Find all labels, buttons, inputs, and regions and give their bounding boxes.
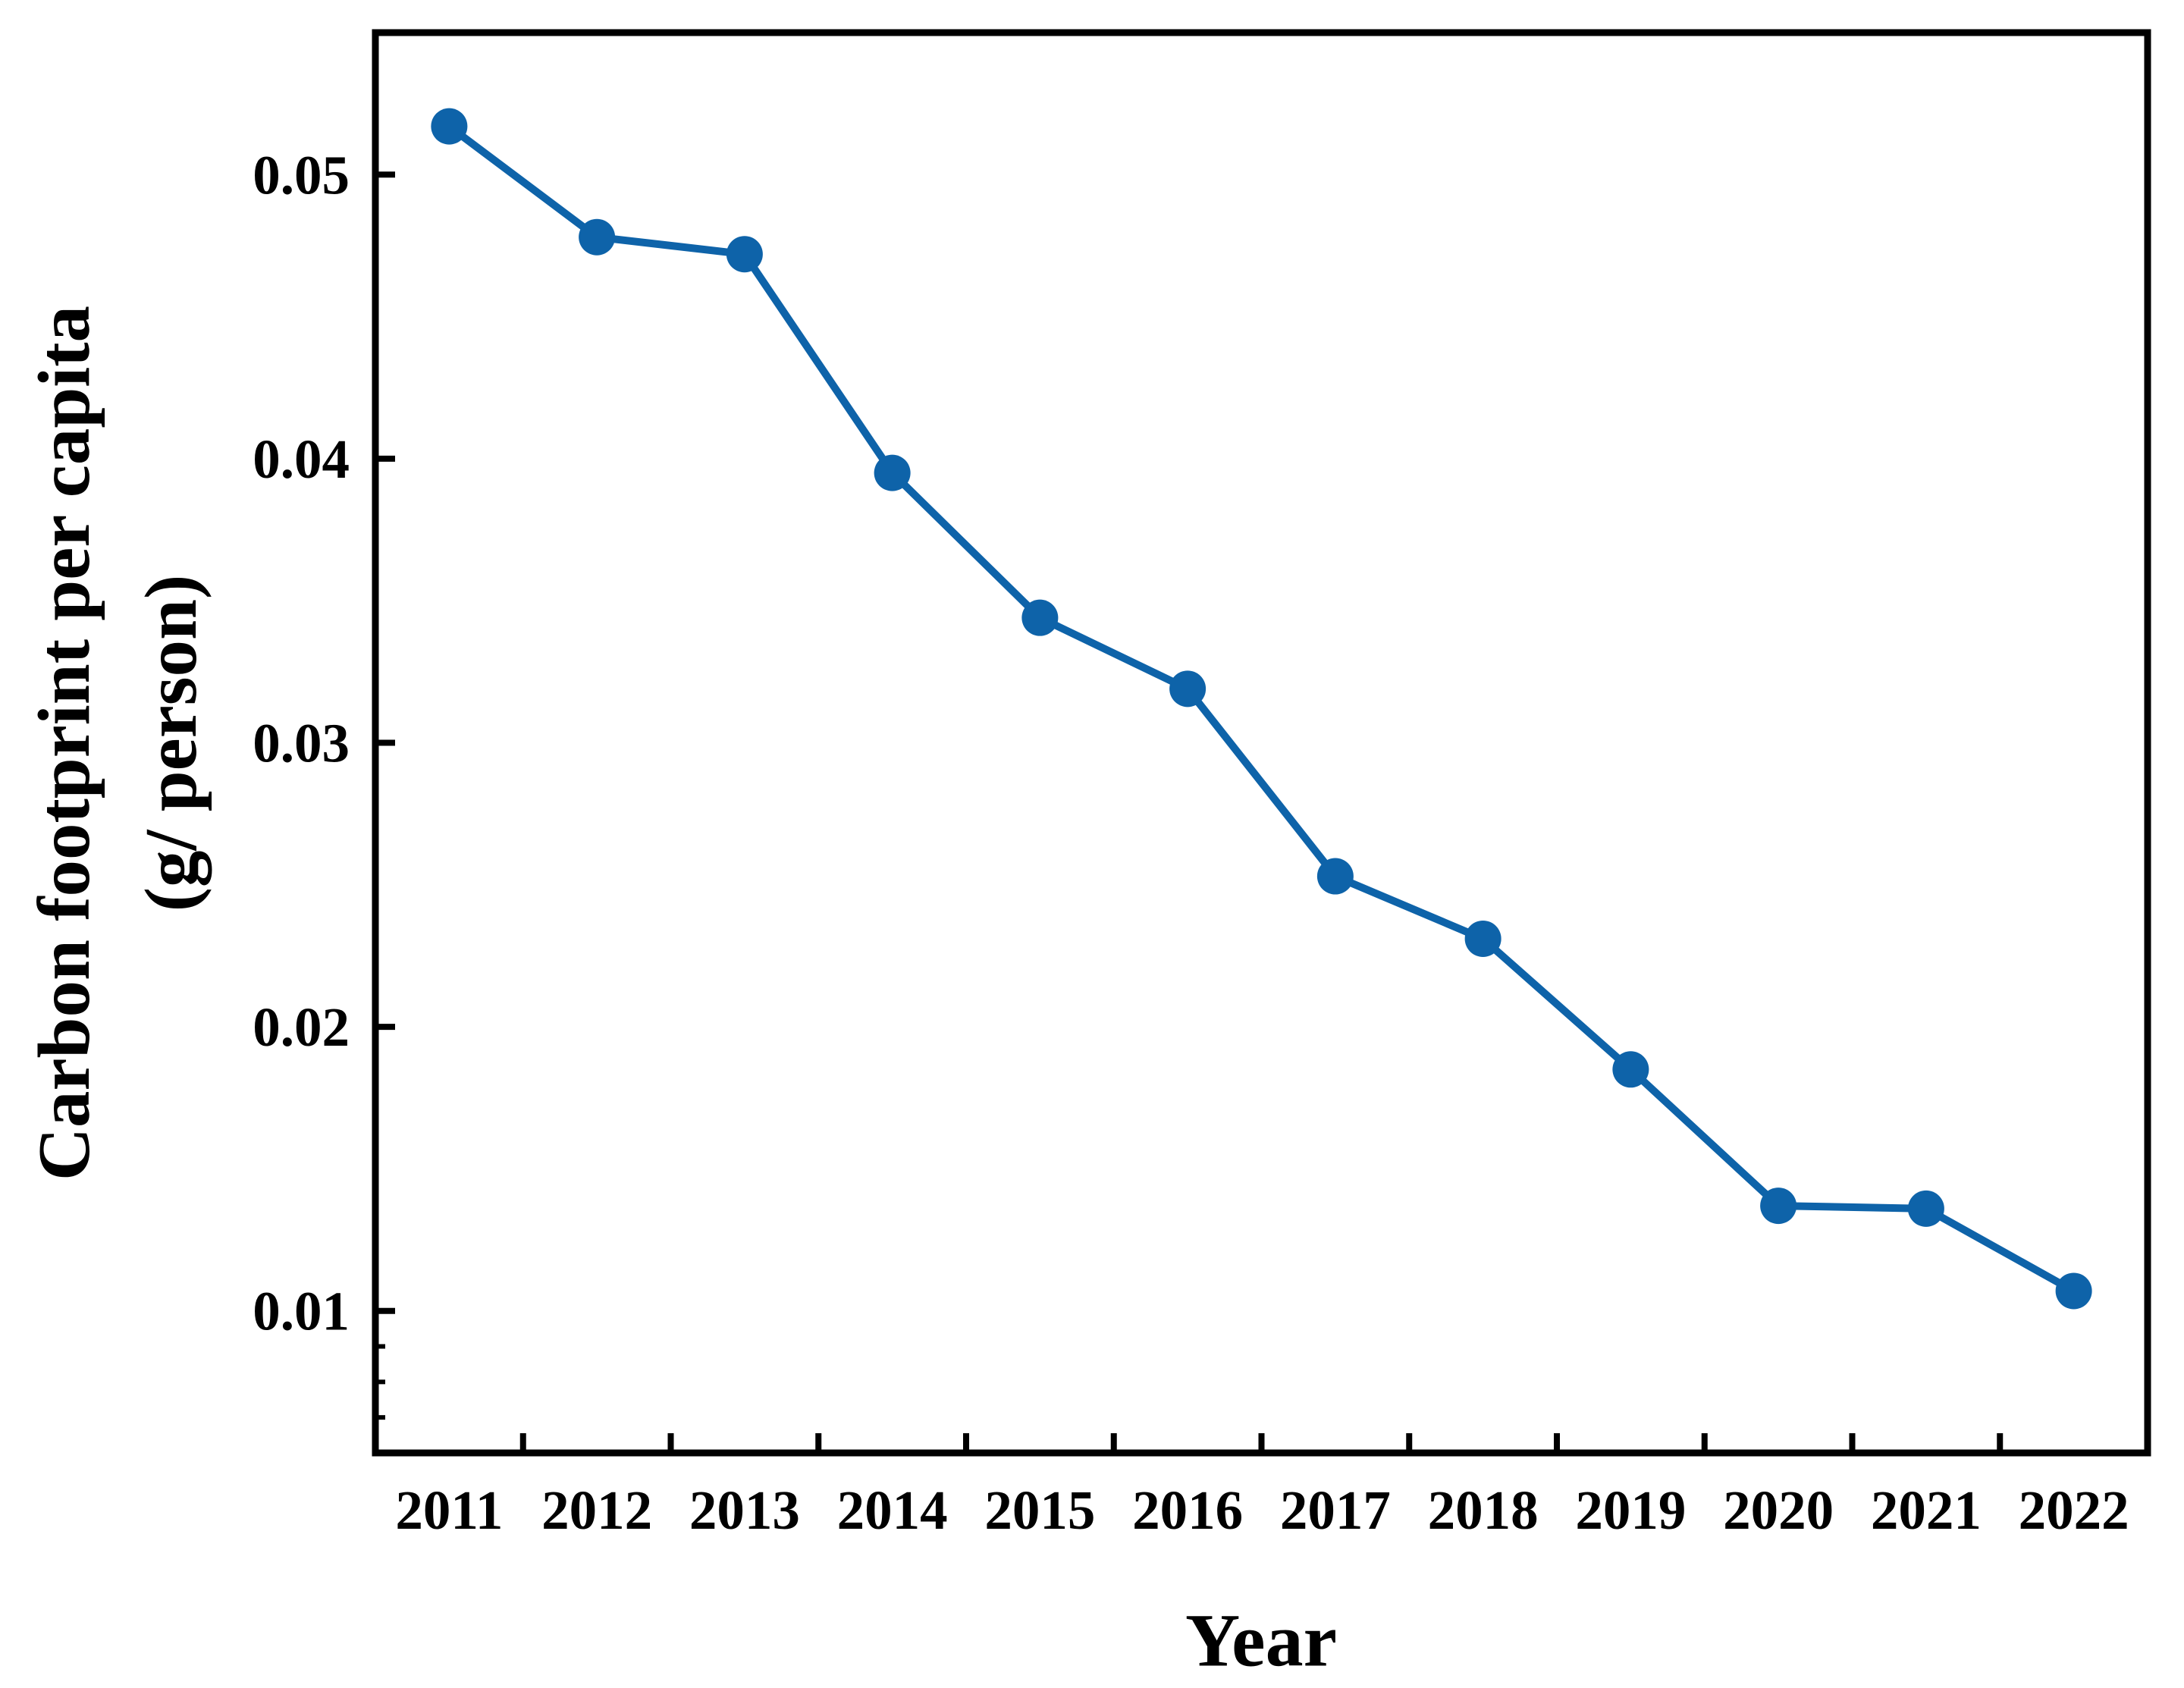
- data-line: [445, 122, 2078, 1295]
- data-point: [1464, 920, 1502, 957]
- x-tick-label: 2014: [837, 1479, 948, 1541]
- data-point: [874, 454, 911, 491]
- y-axis-label: Carbon footprint per capita (g/ person): [11, 306, 224, 1181]
- x-tick-label: 2022: [2019, 1479, 2129, 1541]
- x-tick-label: 2011: [395, 1479, 503, 1541]
- x-tick-label: 2018: [1428, 1479, 1539, 1541]
- y-axis-label-line2: (g/ person): [130, 574, 212, 912]
- x-tick-label: 2012: [541, 1479, 652, 1541]
- y-axis-label-line1: Carbon footprint per capita: [24, 305, 105, 1181]
- data-point: [579, 218, 616, 256]
- y-tick-label: 0.05: [253, 144, 350, 206]
- y-tick-label: 0.02: [253, 996, 350, 1058]
- x-tick-label: 2015: [984, 1479, 1095, 1541]
- x-tick-label: 2019: [1575, 1479, 1686, 1541]
- data-point: [726, 236, 763, 273]
- y-tick-label: 0.04: [253, 428, 350, 490]
- x-tick-label: 2016: [1132, 1479, 1243, 1541]
- y-tick-label: 0.03: [253, 713, 350, 774]
- data-point: [1907, 1190, 1944, 1227]
- data-point: [1760, 1188, 1797, 1225]
- x-tick-label: 2013: [689, 1479, 800, 1541]
- x-axis-label: Year: [1185, 1598, 1337, 1683]
- data-point: [1316, 858, 1354, 895]
- x-tick-label: 2017: [1280, 1479, 1391, 1541]
- x-tick-label: 2020: [1723, 1479, 1834, 1541]
- data-point: [2055, 1272, 2092, 1310]
- data-point: [1612, 1051, 1649, 1088]
- x-tick-label: 2021: [1871, 1479, 1982, 1541]
- y-tick-label: 0.01: [253, 1281, 350, 1342]
- data-point: [431, 108, 468, 145]
- data-point: [1021, 599, 1059, 636]
- data-point: [1169, 670, 1207, 708]
